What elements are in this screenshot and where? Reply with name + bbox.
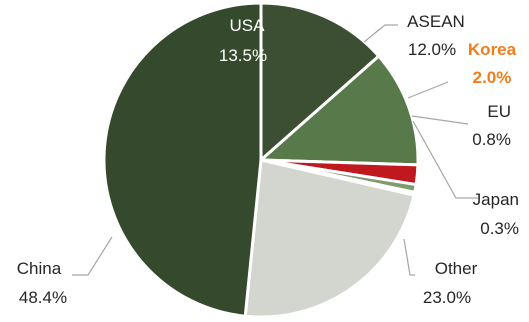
leader-line-eu bbox=[411, 115, 469, 125]
pie-slice-asean bbox=[259, 54, 420, 167]
pie-slice-usa bbox=[259, 1, 381, 162]
value-label-japan: 0.3% bbox=[480, 219, 519, 238]
category-label-eu: EU bbox=[487, 102, 511, 121]
category-label-china: China bbox=[17, 259, 62, 278]
value-label-asean: 12.0% bbox=[408, 40, 456, 59]
value-label-eu: 0.8% bbox=[472, 130, 511, 149]
category-label-usa: USA bbox=[230, 16, 266, 35]
value-label-other: 23.0% bbox=[423, 288, 471, 307]
category-label-asean: ASEAN bbox=[407, 12, 465, 31]
pie-slice-other bbox=[243, 158, 416, 319]
pie-slices bbox=[102, 1, 420, 319]
value-label-usa: 13.5% bbox=[219, 46, 267, 65]
category-label-japan: Japan bbox=[473, 190, 519, 209]
leader-line-japan bbox=[412, 120, 478, 199]
category-label-korea: Korea bbox=[468, 40, 517, 59]
slice-labels: USA 13.5% ASEAN 12.0% Korea 2.0% EU 0.8% Japan 0.… bbox=[17, 12, 519, 307]
leader-line-china bbox=[72, 236, 113, 276]
leader-line-korea bbox=[407, 81, 449, 99]
leader-lines bbox=[72, 24, 478, 276]
pie-slice-china bbox=[102, 1, 263, 318]
value-label-korea: 2.0% bbox=[473, 68, 512, 87]
leader-line-asean bbox=[363, 24, 398, 43]
leader-line-other bbox=[403, 238, 415, 276]
value-label-china: 48.4% bbox=[19, 288, 67, 307]
category-label-other: Other bbox=[435, 259, 478, 278]
